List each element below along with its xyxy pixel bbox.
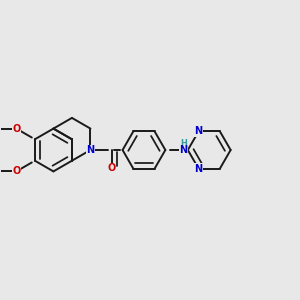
Text: N: N xyxy=(194,127,202,136)
Text: H: H xyxy=(180,139,187,148)
Text: O: O xyxy=(12,124,20,134)
Text: N: N xyxy=(86,145,94,155)
Text: O: O xyxy=(12,167,20,176)
Text: N: N xyxy=(179,145,188,155)
Text: O: O xyxy=(108,163,116,173)
Text: N: N xyxy=(194,164,202,173)
